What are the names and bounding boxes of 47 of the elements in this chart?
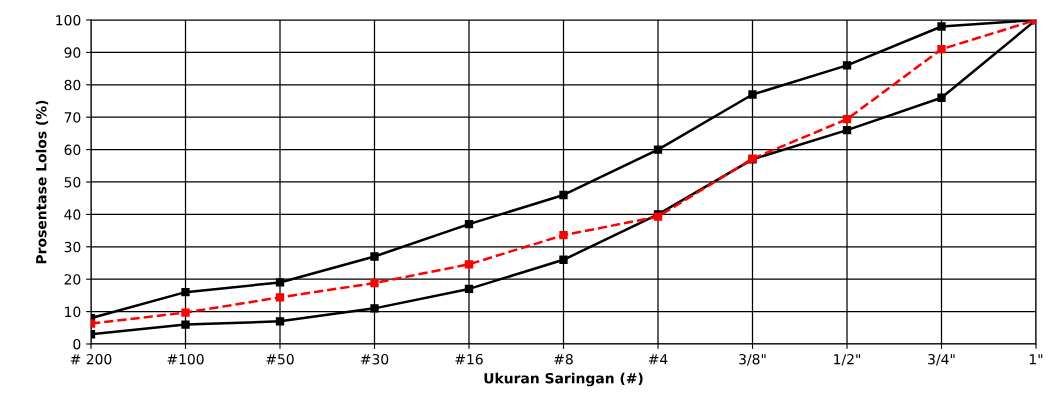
y-tick-label: 20 xyxy=(64,274,81,285)
point xyxy=(559,230,568,240)
y-tick-label: 80 xyxy=(64,79,81,91)
x-tick-label: #4 xyxy=(648,354,668,365)
x-tick-label: 1/2" xyxy=(834,353,861,366)
x-tick-label: # 200 xyxy=(70,353,112,365)
y-tick-label: 30 xyxy=(64,241,81,253)
x-tick-label: #30 xyxy=(360,353,389,365)
point xyxy=(275,278,285,287)
x-tick-label: 1" xyxy=(1029,354,1043,365)
x-tick-label: #100 xyxy=(167,353,204,365)
point xyxy=(937,93,946,102)
x-tick-label: #16 xyxy=(455,353,483,365)
point xyxy=(559,255,568,264)
x-tick-label: 3/8" xyxy=(739,353,766,366)
point xyxy=(275,293,285,302)
point xyxy=(181,308,190,317)
point xyxy=(559,190,568,200)
point xyxy=(181,287,190,297)
point xyxy=(370,278,379,288)
point xyxy=(370,304,379,313)
point xyxy=(748,90,757,99)
point xyxy=(842,114,852,124)
point xyxy=(370,252,379,261)
y-tick-label: 100 xyxy=(56,14,81,26)
point xyxy=(937,22,946,31)
y-tick-label: 0 xyxy=(73,338,81,350)
point xyxy=(464,284,474,294)
point xyxy=(275,317,285,326)
y-axis-title: Prosentase Lolos (%) xyxy=(35,100,49,264)
point xyxy=(464,219,474,229)
x-tick-label: 3/4" xyxy=(928,353,955,366)
point xyxy=(653,145,663,154)
x-tick-label: #50 xyxy=(266,353,294,365)
y-tick-label: 60 xyxy=(64,144,81,156)
point xyxy=(842,61,852,70)
point xyxy=(464,260,474,269)
y-tick-label: 10 xyxy=(65,306,81,318)
y-tick-label: 90 xyxy=(64,47,81,58)
x-tick-label: #8 xyxy=(554,353,573,365)
point xyxy=(181,320,190,329)
point xyxy=(842,125,852,135)
y-tick-label: 40 xyxy=(64,209,81,220)
y-tick-label: 70 xyxy=(64,112,81,123)
x-axis-title: Ukuran Saringan (#) xyxy=(484,372,643,387)
y-tick-label: 50 xyxy=(64,176,81,188)
point xyxy=(937,44,946,54)
